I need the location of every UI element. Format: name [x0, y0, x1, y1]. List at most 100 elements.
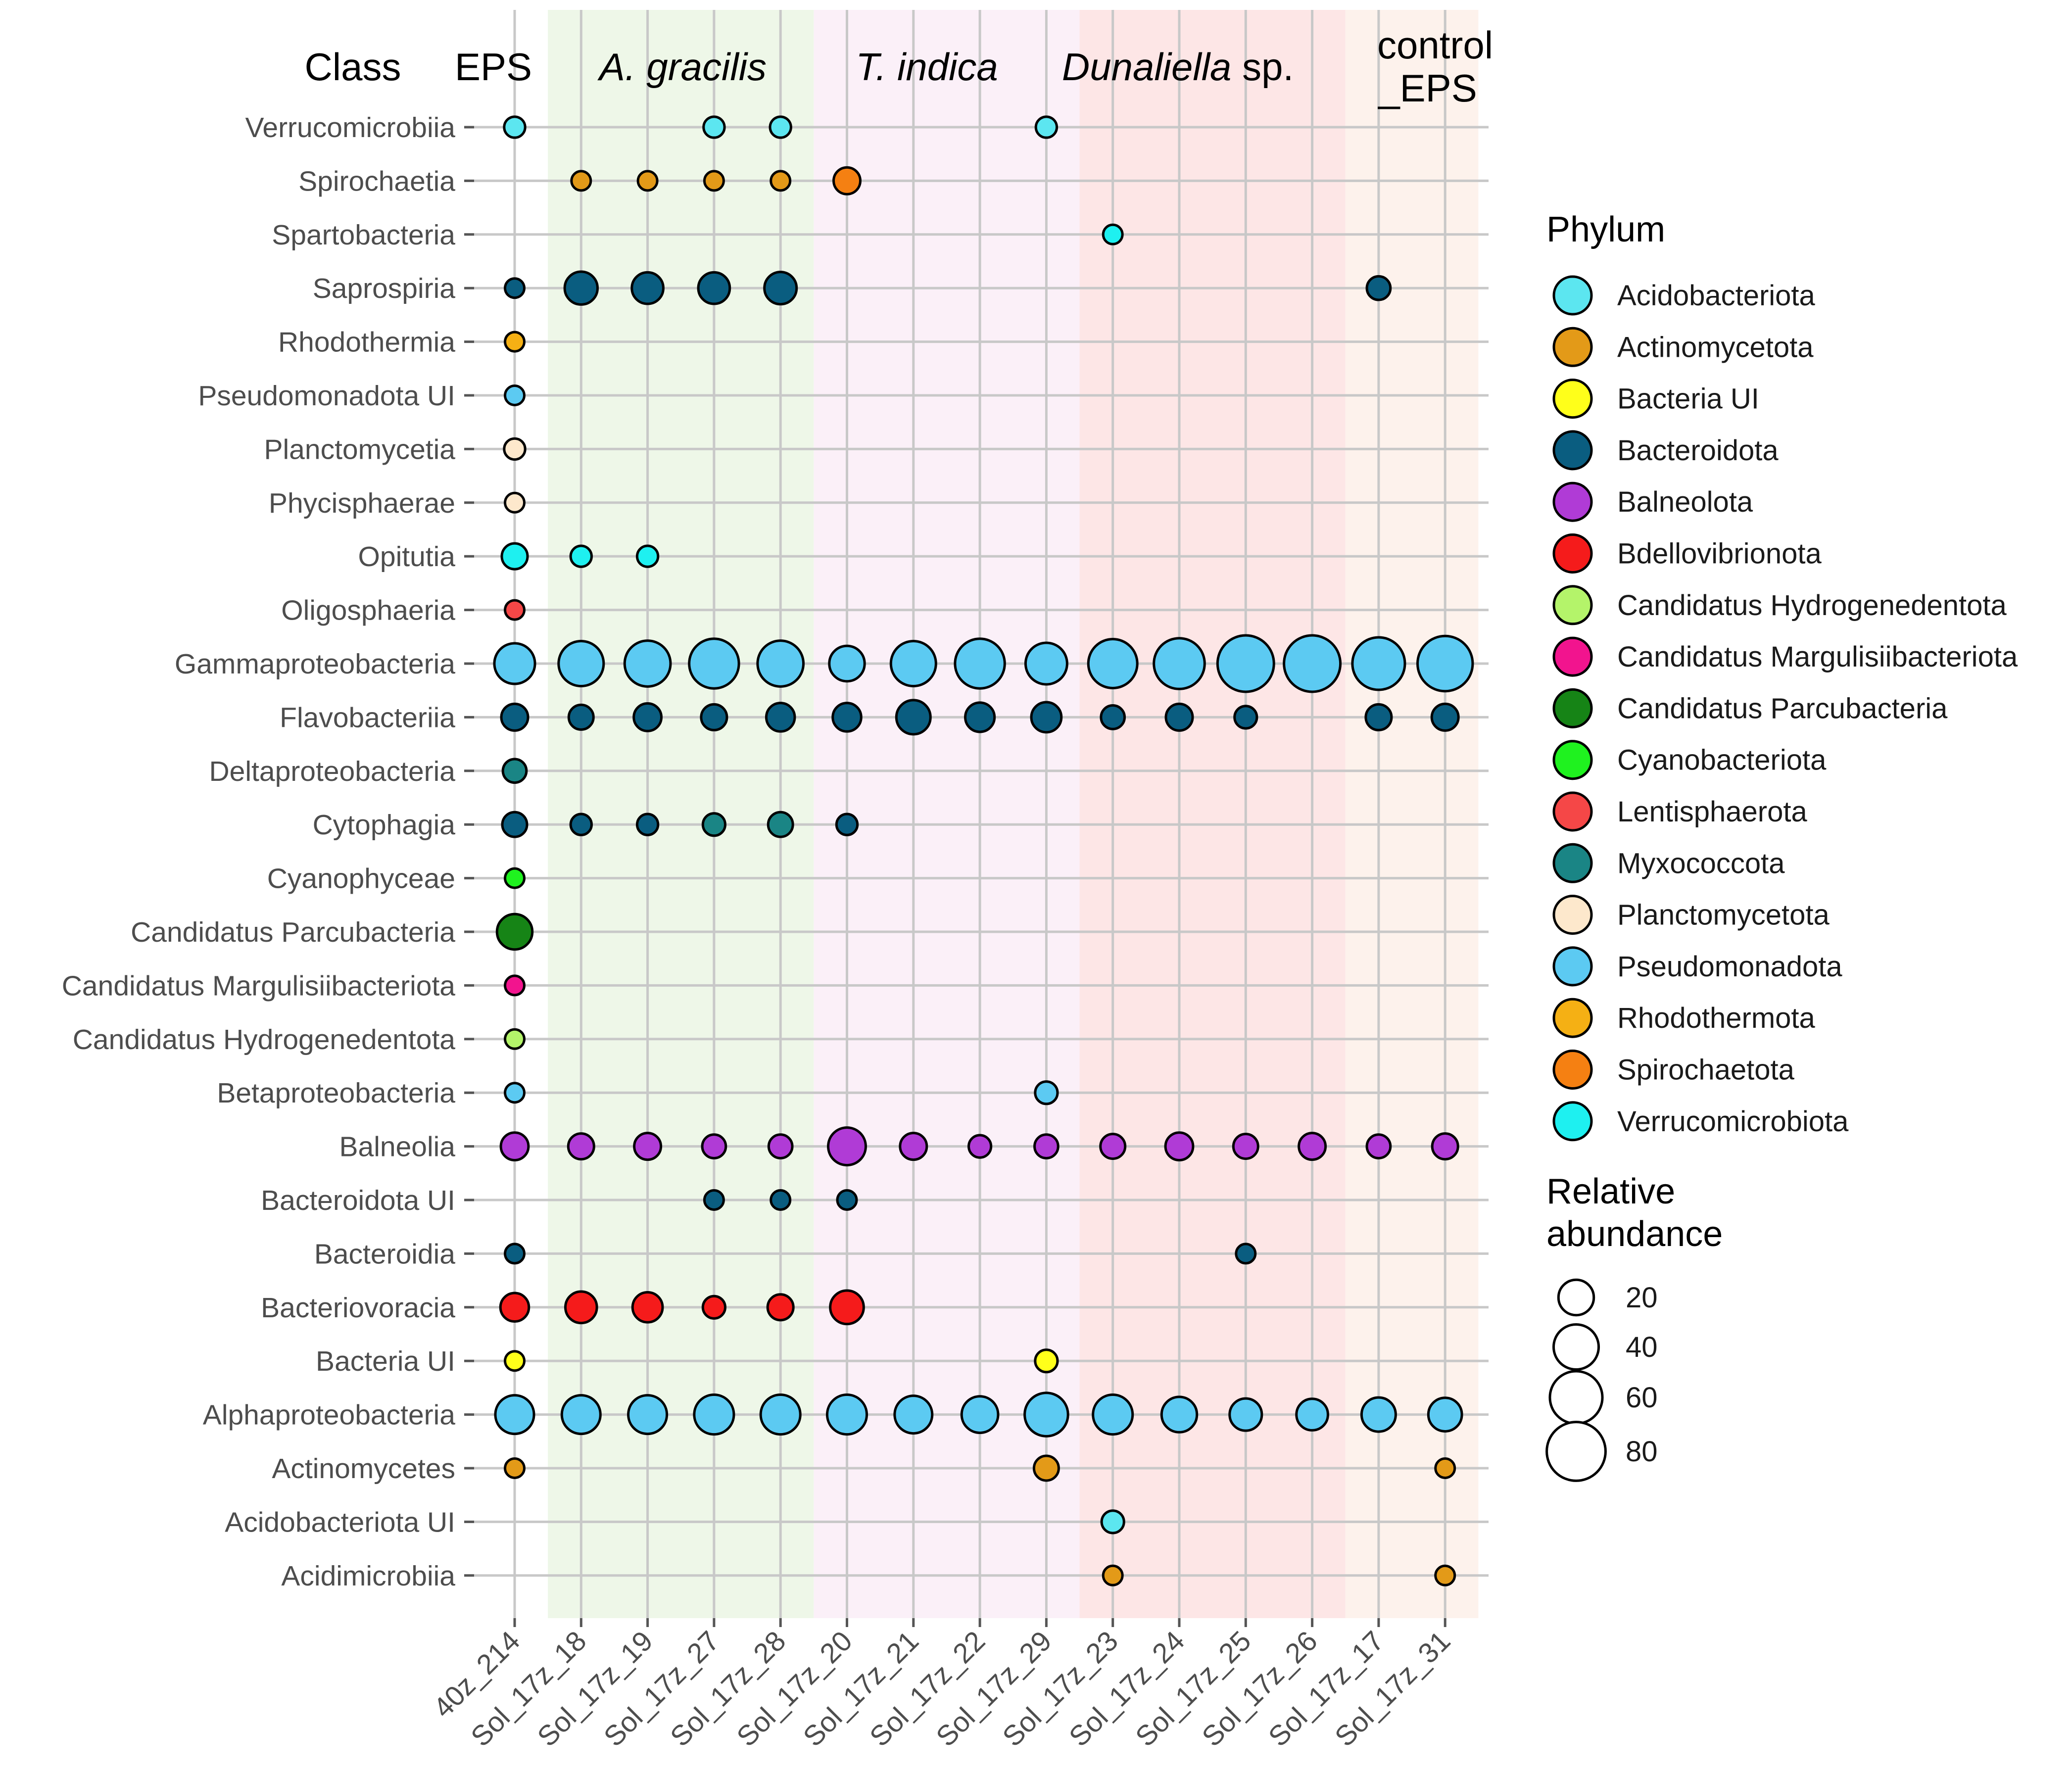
point-balneolia-sol-17z-24	[1164, 1131, 1195, 1162]
point-balneolia-sol-17z-20	[827, 1126, 867, 1167]
point-balneolia-sol-17z-23	[1099, 1133, 1127, 1160]
point-verrucomicrobiia-sol-17z-29	[1034, 115, 1059, 139]
point-bacteriovoracia-40z-214	[499, 1292, 530, 1323]
point-balneolia-sol-17z-27	[701, 1133, 727, 1159]
point-acidimicrobiia-sol-17z-23	[1102, 1564, 1124, 1586]
point-flavobacteriia-sol-17z-31	[1430, 702, 1460, 732]
point-flavobacteriia-sol-17z-18	[567, 703, 595, 731]
point-bacteroidia-40z-214	[504, 1243, 526, 1265]
point-bacteriovoracia-sol-17z-19	[631, 1291, 664, 1324]
legend: Phylum Acidobacteriota Actinomycetota Bact…	[1545, 210, 2018, 1482]
point-alphaproteobacteria-40z-214	[494, 1394, 535, 1436]
legend-swatch-balneolota	[1552, 481, 1593, 522]
legend-swatch-planctomycetota	[1552, 895, 1593, 935]
axis-ticks	[464, 126, 1446, 1627]
point-saprospiria-sol-17z-18	[563, 270, 599, 306]
y-axis-labels: Verrucomicrobiia Spirochaetia Spartobacter…	[62, 112, 456, 1592]
point-spartobacteria-sol-17z-23	[1102, 223, 1124, 245]
point-bacteriovoracia-sol-17z-18	[564, 1290, 598, 1325]
point-acidimicrobiia-sol-17z-31	[1434, 1564, 1456, 1586]
legend-label-spirochaetota: Spirochaetota	[1617, 1054, 1795, 1086]
point-verrucomicrobiia-40z-214	[503, 115, 527, 139]
ylabel-deltaproteobacteria: Deltaproteobacteria	[209, 756, 456, 787]
data-points	[493, 115, 1474, 1586]
point-gammaproteobacteria-sol-17z-17	[1351, 636, 1406, 691]
point-gammaproteobacteria-sol-17z-26	[1283, 634, 1342, 693]
point-gammaproteobacteria-40z-214	[493, 642, 536, 685]
point-flavobacteriia-sol-17z-27	[700, 703, 728, 731]
point-alphaproteobacteria-sol-17z-24	[1160, 1395, 1199, 1434]
point-alphaproteobacteria-sol-17z-28	[759, 1393, 802, 1436]
point-bacteroidota-ui-sol-17z-28	[770, 1189, 792, 1211]
legend-label-candidatus-hydrogenedentota: Candidatus Hydrogenedentota	[1617, 589, 2007, 622]
size-legend-circle-20	[1557, 1278, 1595, 1317]
header-group-t-indica: T. indica	[856, 45, 998, 89]
point-deltaproteobacteria-40z-214	[501, 758, 528, 784]
legend-swatch-actinomycetota	[1552, 327, 1593, 367]
legend-swatch-bacteroidota	[1552, 430, 1593, 471]
size-legend-circle-40	[1552, 1323, 1600, 1371]
point-acidobacteriota-ui-sol-17z-23	[1100, 1509, 1125, 1535]
ylabel-bacteroidia: Bacteroidia	[314, 1238, 455, 1270]
ylabel-saprospiria: Saprospiria	[313, 273, 456, 304]
ylabel-verrucomicrobiia: Verrucomicrobiia	[245, 112, 456, 144]
point-cytophagia-40z-214	[501, 811, 529, 838]
point-saprospiria-sol-17z-27	[697, 271, 731, 305]
ylabel-spartobacteria: Spartobacteria	[272, 219, 455, 251]
legend-title-relative: Relative	[1546, 1172, 1675, 1211]
point-gammaproteobacteria-sol-17z-22	[954, 637, 1006, 690]
point-bacteriovoracia-sol-17z-27	[701, 1295, 727, 1320]
legend-swatch-candidatus-hydrogenedentota	[1552, 585, 1593, 625]
point-flavobacteriia-sol-17z-22	[964, 701, 996, 733]
ylabel-rhodothermia: Rhodothermia	[278, 327, 455, 358]
ylabel-acidimicrobiia: Acidimicrobiia	[281, 1560, 455, 1592]
legend-label-candidatus-parcubacteria: Candidatus Parcubacteria	[1617, 692, 1948, 724]
point-gammaproteobacteria-sol-17z-23	[1087, 638, 1139, 689]
legend-label-lentisphaerota: Lentisphaerota	[1617, 796, 1807, 828]
point-phycisphaerae-40z-214	[504, 491, 526, 514]
point-alphaproteobacteria-sol-17z-21	[893, 1394, 934, 1435]
point-balneolia-sol-17z-17	[1365, 1133, 1392, 1159]
header-control-line2: _EPS	[1377, 66, 1477, 110]
point-saprospiria-40z-214	[504, 277, 526, 299]
header-group-dunaliella: Dunaliella sp.	[1062, 45, 1294, 89]
column-headers: Class EPS A. gracilis T. indica Dunaliel…	[304, 23, 1493, 110]
point-gammaproteobacteria-sol-17z-19	[623, 639, 672, 688]
legend-title-abundance: abundance	[1546, 1214, 1723, 1254]
ylabel-bacteriovoracia: Bacteriovoracia	[261, 1292, 455, 1324]
header-eps: EPS	[455, 45, 532, 89]
point-flavobacteriia-sol-17z-24	[1164, 702, 1194, 732]
legend-label-verrucomicrobiota: Verrucomicrobiota	[1617, 1105, 1849, 1138]
ylabel-candidatus-parcubacteria: Candidatus Parcubacteria	[131, 916, 455, 948]
point-actinomycetes-sol-17z-31	[1434, 1457, 1456, 1479]
point-gammaproteobacteria-sol-17z-27	[688, 637, 740, 690]
point-cytophagia-sol-17z-18	[569, 813, 593, 836]
band-t-indica	[814, 10, 1080, 1618]
ylabel-planctomycetia: Planctomycetia	[264, 433, 455, 465]
legend-swatch-candidatus-parcubacteria	[1552, 688, 1593, 728]
point-alphaproteobacteria-sol-17z-22	[960, 1395, 1000, 1434]
legend-label-candidatus-margulisiibacteriota: Candidatus Margulisiibacteriota	[1617, 641, 2018, 673]
legend-swatch-bdellovibrionota	[1552, 533, 1593, 574]
point-gammaproteobacteria-sol-17z-31	[1416, 634, 1474, 693]
point-opitutia-40z-214	[500, 542, 529, 571]
point-saprospiria-sol-17z-19	[630, 271, 665, 305]
point-flavobacteriia-sol-17z-21	[895, 699, 932, 736]
legend-label-myxococcota: Myxococcota	[1617, 847, 1785, 879]
ylabel-candidatus-hydrogenedentota: Candidatus Hydrogenedentota	[73, 1024, 456, 1055]
point-cytophagia-sol-17z-20	[835, 813, 859, 836]
legend-size-items: 20 40 60 80	[1545, 1278, 1658, 1482]
point-balneolia-sol-17z-31	[1431, 1132, 1459, 1161]
point-candidatus-margulisiibacteriota-40z-214	[504, 974, 526, 997]
ylabel-flavobacteriia: Flavobacteriia	[280, 702, 455, 733]
point-balneolia-sol-17z-29	[1033, 1133, 1060, 1159]
point-bacteriovoracia-sol-17z-20	[829, 1289, 865, 1326]
ylabel-gammaproteobacteria: Gammaproteobacteria	[175, 648, 455, 680]
point-cytophagia-sol-17z-28	[767, 811, 794, 838]
point-gammaproteobacteria-sol-17z-25	[1216, 634, 1275, 693]
point-saprospiria-sol-17z-28	[763, 271, 798, 306]
band-control-eps	[1345, 10, 1479, 1618]
ylabel-spirochaetia: Spirochaetia	[298, 165, 455, 197]
point-cytophagia-sol-17z-27	[701, 812, 727, 837]
point-alphaproteobacteria-sol-17z-27	[693, 1393, 735, 1436]
